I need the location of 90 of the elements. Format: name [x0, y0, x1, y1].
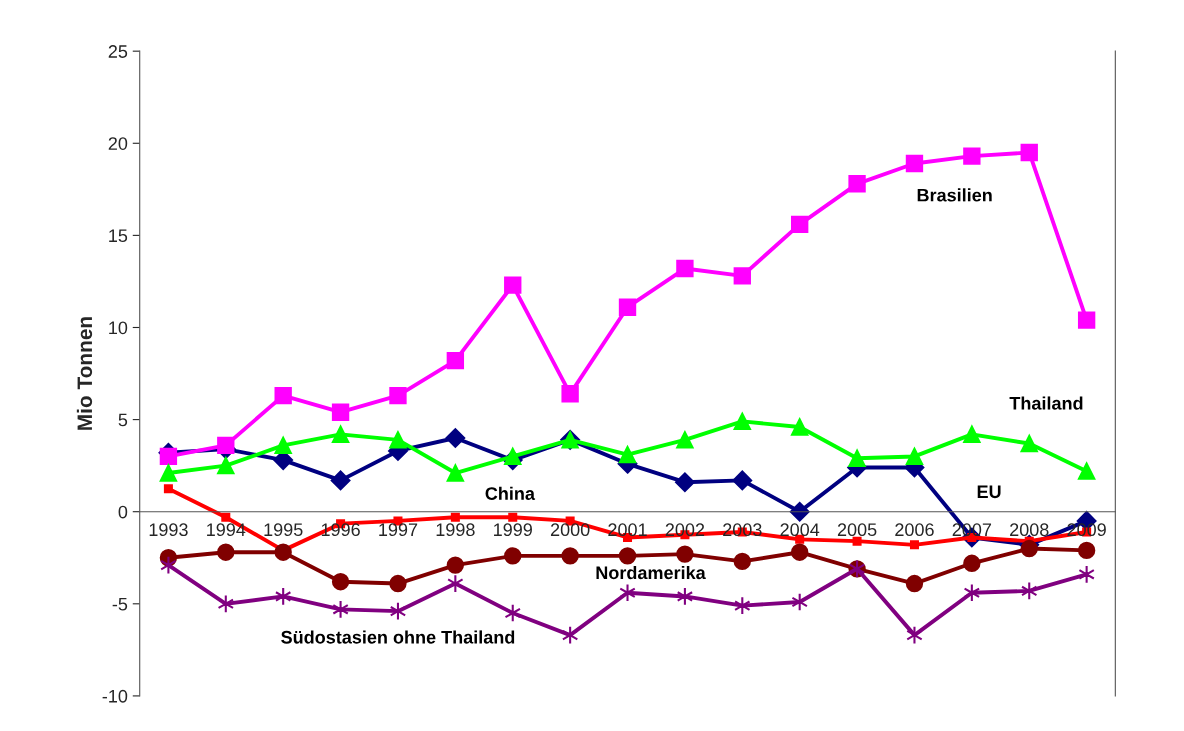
point [217, 456, 235, 475]
series-label: Südostasien ohne Thailand [281, 630, 515, 644]
point [906, 625, 923, 645]
x-tick-label: 2000 [550, 523, 590, 537]
point [389, 431, 407, 449]
y-tick-label: 20 [108, 137, 128, 150]
point [561, 547, 579, 565]
point [963, 425, 981, 444]
point [163, 484, 173, 494]
point [618, 298, 637, 316]
y-tick-label: 5 [118, 413, 128, 427]
point [733, 552, 751, 571]
point [732, 470, 753, 491]
point [446, 351, 465, 370]
series-label: Thailand [1009, 396, 1083, 410]
point [676, 259, 694, 278]
x-tick-label: 2004 [780, 523, 820, 537]
y-tick-label: 25 [108, 45, 128, 58]
point [676, 431, 694, 449]
x-tick-label: 2005 [837, 523, 877, 537]
x-tick-label: 1998 [436, 523, 475, 537]
point [217, 543, 235, 561]
point [389, 574, 407, 593]
point [331, 403, 350, 421]
point [791, 543, 809, 561]
point [619, 583, 636, 603]
point [618, 445, 637, 464]
point [905, 447, 924, 466]
y-tick-label: -5 [112, 597, 128, 611]
point [676, 545, 694, 563]
x-tick-label: 1993 [149, 523, 188, 537]
point [909, 540, 919, 550]
point [508, 512, 518, 522]
point [446, 464, 465, 482]
y-tick-label: 15 [109, 229, 128, 243]
x-tick-label: 2008 [1010, 523, 1049, 537]
series-label: Nordamerika [596, 565, 706, 580]
series-label: China [485, 486, 536, 500]
point [274, 436, 292, 455]
point [217, 436, 235, 455]
point [675, 472, 695, 493]
point [1020, 539, 1038, 558]
point [561, 385, 579, 403]
x-tick-label: 2001 [608, 523, 647, 537]
point [446, 556, 465, 574]
point [618, 547, 637, 565]
point [789, 501, 810, 522]
point [159, 447, 178, 466]
point [331, 573, 350, 591]
point [1020, 143, 1038, 162]
point [274, 386, 292, 405]
point [389, 386, 407, 405]
point [330, 470, 351, 491]
point [848, 449, 866, 467]
point [217, 594, 235, 614]
y-tick-label: -10 [102, 689, 128, 703]
point [159, 464, 178, 482]
series-label: Brasilien [917, 188, 992, 202]
point [905, 154, 924, 173]
point [791, 215, 809, 234]
point [791, 418, 809, 436]
point [1077, 311, 1096, 329]
point [445, 428, 466, 448]
x-tick-label: 2006 [895, 523, 934, 537]
x-tick-label: 1997 [379, 523, 418, 537]
point [963, 554, 981, 572]
point [1020, 434, 1038, 453]
point [221, 512, 231, 522]
point [734, 596, 751, 616]
point [848, 175, 866, 193]
x-tick-label: 1994 [207, 523, 246, 537]
point [331, 425, 350, 444]
x-tick-label: 1995 [264, 523, 303, 537]
y-tick-label: 0 [118, 505, 128, 519]
series-label: EU [977, 485, 1001, 499]
y-tick-label: 10 [109, 321, 128, 335]
point [905, 574, 924, 593]
point [963, 147, 981, 165]
point [274, 543, 292, 561]
point [504, 276, 522, 294]
point [733, 412, 751, 431]
point [1077, 541, 1096, 560]
point [389, 601, 407, 621]
point [504, 547, 522, 565]
point [852, 536, 862, 546]
point [1077, 462, 1096, 480]
point [450, 512, 460, 522]
point [733, 267, 751, 285]
y-axis-title: Mio Tonnen [76, 317, 93, 430]
x-tick-label: 1999 [494, 523, 532, 537]
